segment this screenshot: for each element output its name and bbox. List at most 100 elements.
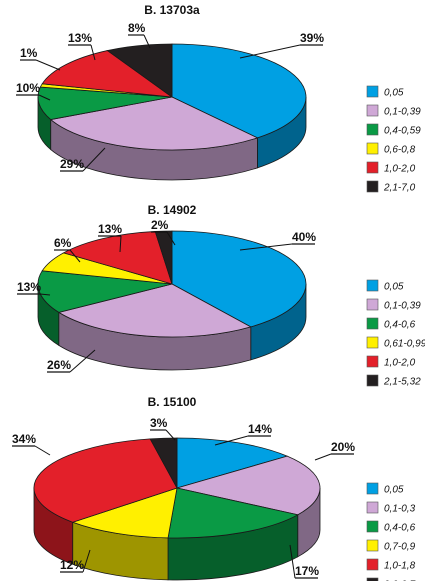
legend: 0,05 0,1-0,39 0,4-0,59 0,6-0,8 1,0-2,0 2,1-7,… [366, 85, 421, 194]
pie-slice-0,05 [176, 437, 289, 489]
pie-slice-2,1-7,0 [106, 43, 173, 98]
data-label: 20% [331, 440, 355, 454]
legend-label: 0,05 [384, 282, 404, 293]
data-label: 40% [292, 230, 316, 244]
label-leader [165, 429, 176, 441]
data-label: 6% [54, 236, 72, 250]
legend-label: 0,4-0,59 [384, 126, 421, 137]
legend-swatch [366, 279, 379, 292]
legend-swatch [366, 558, 379, 571]
legend-swatch [366, 317, 379, 330]
data-label: 8% [128, 21, 146, 35]
pie-slice-2,0-2,7 [149, 437, 178, 489]
legend-label: 0,6-0,8 [384, 145, 416, 156]
label-leader [143, 34, 151, 49]
pie-top [33, 437, 321, 539]
pie-slice-0,4-0,6 [37, 270, 173, 313]
label-leader [69, 249, 81, 263]
legend-swatch [366, 355, 379, 368]
chart-title: B. 14902 [148, 203, 197, 217]
pie-slice-1,0-2,0 [41, 50, 174, 98]
legend-swatch [366, 123, 379, 136]
data-label: 2% [151, 218, 169, 232]
data-label: 34% [12, 432, 36, 446]
data-label: 1% [20, 46, 38, 60]
legend-swatch [366, 501, 379, 514]
label-leader [239, 243, 293, 251]
pie-labels: 14% 20% 17% 12% 34% 3% [12, 416, 355, 579]
legend-label: 0,1-0,3 [384, 504, 416, 515]
data-label: 17% [295, 564, 319, 578]
label-leader [314, 453, 332, 461]
legend-label: 0,05 [384, 88, 404, 99]
legend-swatch [366, 577, 379, 581]
label-leader [82, 147, 106, 172]
label-leader [90, 44, 96, 61]
legend-label: 2,1-5,32 [383, 377, 421, 388]
data-label: 39% [300, 31, 324, 45]
data-label: 12% [60, 558, 84, 572]
legend-label: 2,1-7,0 [383, 183, 416, 194]
data-label: 14% [248, 422, 272, 436]
pie-slice-0,1-0,39 [57, 283, 252, 338]
legend-label: 1,0-2,0 [384, 164, 416, 175]
legend-label: 0,4-0,6 [384, 320, 416, 331]
legend-label: 0,61-0,99 [384, 339, 425, 350]
pie-slice-1,0-2,0 [62, 231, 173, 285]
pie-slice-0,1-0,3 [176, 455, 321, 516]
legend-swatch [366, 336, 379, 349]
pie-slice-0,05 [171, 230, 307, 328]
data-label: 29% [60, 157, 84, 171]
legend-label: 1,0-1,8 [384, 561, 416, 572]
legend-swatch [366, 298, 379, 311]
pie-top [37, 230, 307, 338]
data-label: 13% [98, 222, 122, 236]
pie-chart-3: B. 15100 14% 20% 17% 12% 34% 3% 0,05 0,1-0,3 0,4-… [12, 395, 416, 581]
legend: 0,05 0,1-0,39 0,4-0,6 0,61-0,99 1,0-2,0 2,1-5… [366, 279, 425, 388]
pie-slice-0,4-0,6 [167, 487, 299, 539]
legend-label: 0,7-0,9 [384, 542, 416, 553]
chart-title: B. 13703a [144, 3, 200, 17]
pie-labels: 40% 26% 13% 6% 13% 2% [17, 218, 316, 373]
label-leader [166, 231, 176, 246]
legend-label: 1,0-2,0 [384, 358, 416, 369]
chart-title: B. 15100 [148, 395, 197, 409]
pie-slice-0,05 [171, 43, 307, 139]
label-leader [69, 349, 96, 373]
legend-swatch [366, 85, 379, 98]
legend-swatch [366, 104, 379, 117]
label-leader [239, 44, 301, 59]
label-leader [214, 435, 249, 446]
legend-swatch [366, 482, 379, 495]
pie-chart-2: B. 14902 40% 26% 13% 6% 13% 2% 0,05 0,1-0,39 0,4-… [17, 203, 425, 388]
pie-slice-0,4-0,59 [37, 86, 173, 120]
legend-swatch [366, 374, 379, 387]
legend-swatch [366, 539, 379, 552]
pie-chart-1: B. 13703a 39% 29% 10% 1% 13% 8% 0,05 0,1-0,39 0,4… [16, 3, 421, 194]
legend-label: 0,1-0,39 [384, 107, 421, 118]
legend-swatch [366, 520, 379, 533]
pie-sides [33, 487, 321, 581]
pie-slice-0,7-0,9 [71, 487, 178, 539]
legend-label: 0,05 [384, 485, 404, 496]
data-label: 10% [16, 81, 40, 95]
label-leader [82, 549, 91, 573]
label-leader [39, 293, 51, 296]
data-label: 13% [17, 280, 41, 294]
pie-labels: 39% 29% 10% 1% 13% 8% [16, 21, 324, 172]
legend-label: 2,0-2,7 [383, 580, 416, 581]
label-leader [38, 94, 51, 101]
legend-label: 0,4-0,6 [384, 523, 416, 534]
label-leader [289, 544, 296, 579]
pie-top [37, 43, 307, 151]
pie-slice-1,0-1,8 [33, 438, 178, 523]
legend-label: 0,1-0,39 [384, 301, 421, 312]
label-leader [35, 59, 61, 71]
data-label: 26% [47, 358, 71, 372]
data-label: 3% [150, 416, 168, 430]
data-label: 13% [68, 31, 92, 45]
label-leader [119, 235, 122, 253]
legend: 0,05 0,1-0,3 0,4-0,6 0,7-0,9 1,0-1,8 2,0-2,7 [366, 482, 416, 581]
legend-swatch [366, 142, 379, 155]
